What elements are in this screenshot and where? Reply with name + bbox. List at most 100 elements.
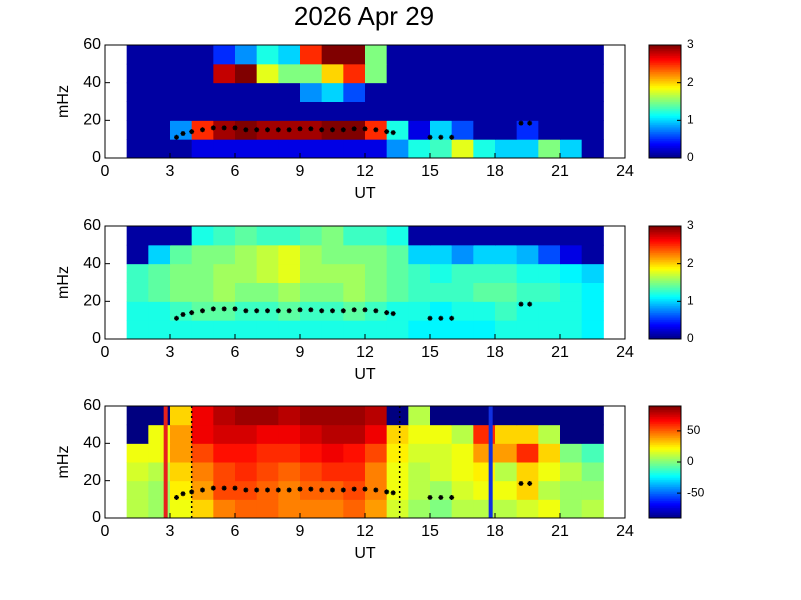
heatmap-cell xyxy=(560,82,583,102)
heatmap-cell xyxy=(451,244,474,265)
x-tick-label: 12 xyxy=(356,344,374,361)
marker xyxy=(373,487,379,493)
colorbar-step xyxy=(649,124,681,127)
heatmap-cell xyxy=(495,320,518,340)
heatmap-cell xyxy=(516,263,539,283)
heatmap-cell xyxy=(516,499,539,519)
heatmap-cell xyxy=(430,301,453,321)
colorbar-step xyxy=(649,103,681,106)
heatmap-cell xyxy=(386,424,409,444)
heatmap-cell xyxy=(343,424,366,444)
heatmap-cell xyxy=(278,282,301,302)
heatmap-cell xyxy=(300,45,323,65)
heatmap-cell xyxy=(386,480,409,500)
heatmap-cell xyxy=(191,443,214,463)
heatmap-cell xyxy=(148,82,171,102)
colorbar-step xyxy=(649,472,681,475)
heatmap-cell xyxy=(126,424,149,444)
heatmap-cell xyxy=(560,462,583,482)
colorbar-step xyxy=(649,507,681,510)
heatmap-cell xyxy=(321,101,344,121)
x-tick-label: 6 xyxy=(231,344,240,361)
marker xyxy=(351,126,357,132)
y-tick-label: 40 xyxy=(83,255,101,272)
heatmap-cell xyxy=(430,462,453,482)
marker xyxy=(174,315,179,321)
heatmap-cell xyxy=(495,443,518,463)
heatmap-cell xyxy=(451,301,474,321)
colorbar-step xyxy=(649,55,681,58)
heatmap-cell xyxy=(386,120,409,140)
colorbar-step xyxy=(649,264,681,268)
heatmap-cell xyxy=(516,63,539,84)
colorbar-step xyxy=(649,245,681,248)
heatmap-cell xyxy=(560,424,583,444)
heatmap-cell xyxy=(235,82,258,102)
colorbar-step xyxy=(649,226,681,229)
marker xyxy=(189,489,195,495)
heatmap-cell xyxy=(235,263,258,283)
colorbar-step xyxy=(649,76,681,80)
colorbar-step xyxy=(649,418,681,421)
heatmap-cell xyxy=(213,101,236,121)
x-tick-label: 3 xyxy=(166,344,175,361)
colorbar-step xyxy=(649,270,681,273)
heatmap-cell xyxy=(451,120,474,140)
colorbar-step xyxy=(649,463,681,466)
marker xyxy=(265,127,270,133)
heatmap-cell xyxy=(148,301,171,321)
heatmap-cell xyxy=(148,226,171,246)
x-tick-label: 6 xyxy=(231,523,240,540)
x-tick-label: 0 xyxy=(101,163,110,180)
heatmap-cell xyxy=(213,244,236,265)
marker xyxy=(308,126,314,132)
heatmap-cell xyxy=(516,226,539,246)
colorbar-step xyxy=(649,298,681,301)
heatmap-cell xyxy=(386,45,409,65)
colorbar-step xyxy=(649,310,681,314)
colorbar-step xyxy=(649,89,681,92)
heatmap-cell xyxy=(430,101,453,121)
colorbar-step xyxy=(649,78,681,81)
heatmap-cell xyxy=(343,244,366,265)
heatmap-cell xyxy=(473,101,496,121)
heatmap-cell xyxy=(430,120,453,140)
heatmap-cell xyxy=(386,226,409,246)
colorbar-step xyxy=(649,293,681,296)
heatmap-cell xyxy=(408,443,431,463)
heatmap-cell xyxy=(126,282,149,302)
heatmap-cell xyxy=(386,63,409,84)
heatmap-cell xyxy=(560,244,583,265)
colorbar-step xyxy=(649,476,681,479)
heatmap-cell xyxy=(495,63,518,84)
heatmap-cell xyxy=(170,226,193,246)
heatmap-cell xyxy=(126,139,149,159)
heatmap-cell xyxy=(300,443,323,463)
heatmap-cell xyxy=(473,63,496,84)
colorbar-step xyxy=(649,150,681,154)
heatmap-cell xyxy=(451,480,474,500)
marker xyxy=(362,486,368,492)
heatmap-cell xyxy=(451,82,474,102)
colorbar-step xyxy=(649,467,681,470)
heatmap-cell xyxy=(408,424,431,444)
heatmap-cell xyxy=(256,406,279,426)
heatmap-cell xyxy=(343,499,366,519)
heatmap-cell xyxy=(343,226,366,246)
heatmap-cell xyxy=(451,406,474,426)
heatmap-cell xyxy=(495,462,518,482)
heatmap-cell xyxy=(235,45,258,65)
marker xyxy=(449,134,455,140)
heatmap-cell xyxy=(126,244,149,265)
colorbar-step xyxy=(649,136,681,140)
colorbar-step xyxy=(649,453,681,456)
heatmap-cell xyxy=(516,244,539,265)
marker xyxy=(265,487,270,493)
colorbar-step xyxy=(649,481,681,484)
colorbar-step xyxy=(649,59,681,62)
colorbar-step xyxy=(649,493,681,496)
heatmap-cell xyxy=(560,45,583,65)
heatmap-cell xyxy=(126,63,149,84)
colorbar-step xyxy=(649,406,681,409)
heatmap-cell xyxy=(516,139,539,159)
